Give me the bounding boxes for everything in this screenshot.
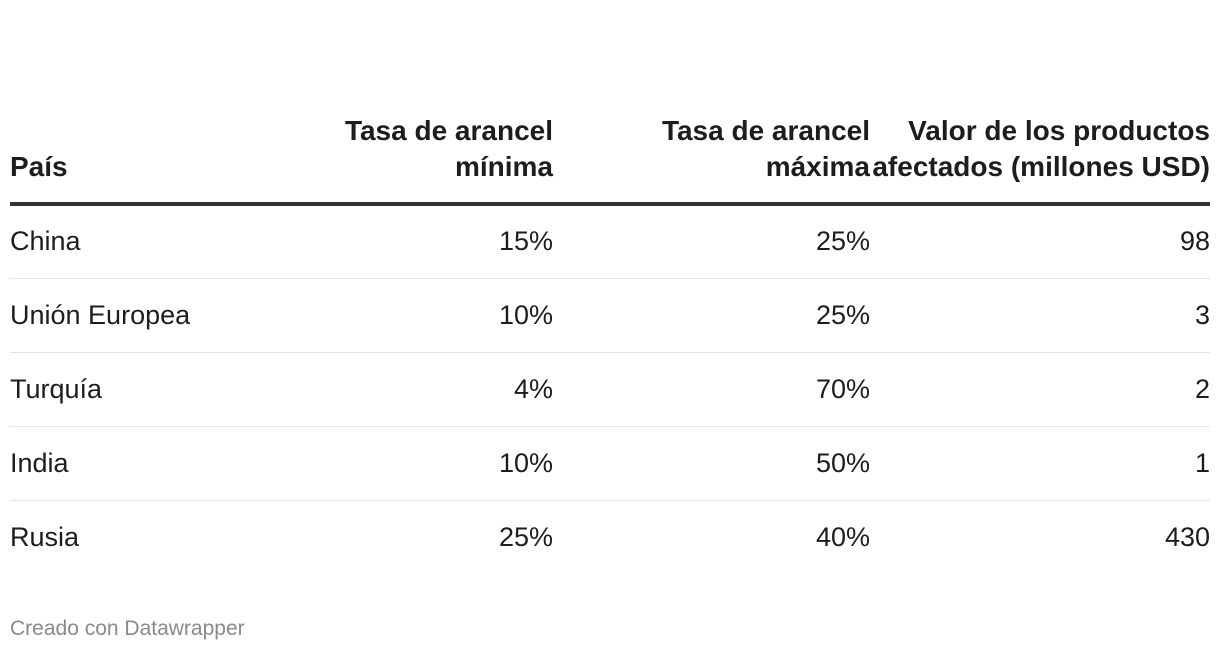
cell-min-rate: 4% (240, 352, 553, 427)
table-row: India 10% 50% 1 (10, 426, 1210, 501)
tariff-table: País Tasa de arancel mínima Tasa de aran… (10, 0, 1210, 574)
cell-max-rate: 70% (553, 352, 870, 427)
cell-min-rate: 25% (498, 521, 553, 552)
cell-country: Unión Europea (10, 278, 240, 353)
table-row: Turquía 4% 70% 2 (10, 352, 1210, 427)
cell-country: India (10, 426, 240, 501)
cell-country: Rusia (10, 521, 80, 552)
cell-value: 1 (870, 426, 1210, 501)
cell-country: Turquía (10, 352, 240, 427)
cell-value: 430 (1164, 521, 1210, 552)
column-header-min-rate[interactable]: Tasa de arancel mínima (240, 0, 553, 206)
cell-min-rate: 10% (240, 278, 553, 353)
cell-value: 98 (870, 204, 1210, 279)
cell-max-rate: 50% (553, 426, 870, 501)
column-header-country[interactable]: País (10, 0, 240, 206)
cell-country: China (10, 204, 240, 279)
header-row: País Tasa de arancel mínima Tasa de aran… (10, 0, 1210, 206)
cell-min-rate: 15% (240, 204, 553, 279)
cell-min-rate: 10% (240, 426, 553, 501)
cell-value: 2 (870, 352, 1210, 427)
table-row: Unión Europea 10% 25% 3 (10, 278, 1210, 353)
footer-credit: Creado con Datawrapper (10, 617, 245, 640)
cell-max-rate: 40% (815, 521, 870, 552)
cell-value: 3 (870, 278, 1210, 353)
table-header: País Tasa de arancel mínima Tasa de aran… (10, 0, 1210, 206)
cell-max-rate: 25% (553, 278, 870, 353)
table-row: Rusia 25% 40% 430 (10, 500, 1210, 574)
column-header-value[interactable]: Valor de los productos afectados (millon… (870, 0, 1210, 206)
table-row: China 15% 25% 98 (10, 204, 1210, 279)
data-table-container: País Tasa de arancel mínima Tasa de aran… (10, 0, 1210, 574)
table-body: China 15% 25% 98 Unión Europea 10% 25% 3… (10, 204, 1210, 574)
cell-max-rate: 25% (553, 204, 870, 279)
column-header-max-rate[interactable]: Tasa de arancel máxima (553, 0, 870, 206)
